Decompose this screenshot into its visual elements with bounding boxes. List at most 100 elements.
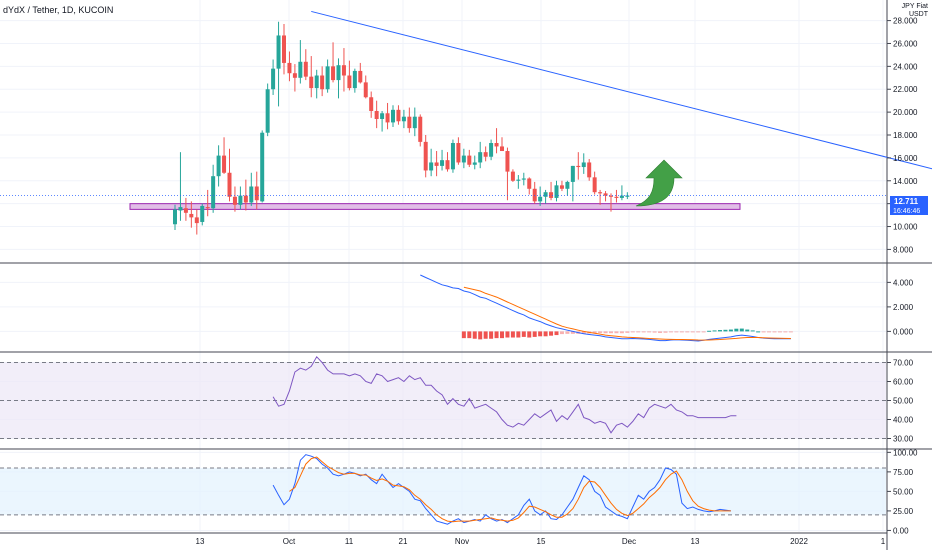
candle bbox=[325, 59, 330, 93]
macd-histogram-bar bbox=[532, 331, 537, 337]
candle bbox=[336, 58, 341, 99]
candle bbox=[222, 137, 227, 174]
macd-histogram-bar bbox=[658, 331, 663, 333]
macd-histogram-bar bbox=[609, 331, 613, 334]
candle-body bbox=[429, 162, 434, 171]
macd-histogram-bar bbox=[549, 331, 554, 336]
indicator-bands bbox=[0, 362, 886, 516]
y-tick-label: 22.000 bbox=[893, 85, 918, 94]
macd-histogram-bar bbox=[723, 329, 728, 332]
macd-histogram-bar bbox=[734, 328, 739, 332]
macd-histogram-bar bbox=[614, 331, 619, 334]
candle-body bbox=[440, 160, 445, 166]
stoch-d-line bbox=[289, 456, 731, 523]
candle-body bbox=[282, 35, 286, 63]
trendline[interactable] bbox=[0, 10, 932, 211]
candle bbox=[461, 148, 466, 169]
candle bbox=[521, 172, 526, 186]
candle-body bbox=[543, 192, 548, 197]
candle bbox=[216, 145, 221, 187]
y-tick-label: 50.00 bbox=[893, 397, 914, 406]
price-axes[interactable]: 8.00010.00012.00014.00016.00018.00020.00… bbox=[887, 17, 918, 536]
macd-histogram-bar bbox=[527, 331, 532, 338]
candle bbox=[347, 60, 352, 91]
candle bbox=[478, 141, 483, 169]
x-tick-label: 21 bbox=[399, 537, 408, 546]
candle-body bbox=[559, 185, 564, 189]
candle-body bbox=[625, 195, 630, 197]
candle bbox=[227, 148, 232, 202]
candle bbox=[467, 149, 472, 168]
macd-histogram-bar bbox=[559, 331, 564, 335]
candle bbox=[352, 68, 357, 93]
indicator-lines bbox=[272, 274, 793, 525]
macd-histogram-bar bbox=[647, 331, 652, 333]
candle-body bbox=[489, 143, 494, 157]
candle-body bbox=[222, 155, 227, 173]
candle bbox=[243, 179, 248, 211]
macd-histogram-bar bbox=[788, 331, 793, 333]
candle-body bbox=[183, 208, 188, 213]
macd-histogram-bar bbox=[728, 329, 733, 332]
candle-body bbox=[205, 207, 210, 209]
macd-histogram-bar bbox=[603, 331, 608, 334]
x-tick-label: 13 bbox=[691, 537, 700, 546]
candle-body bbox=[423, 141, 428, 171]
candle bbox=[341, 48, 346, 92]
macd-histogram-bar bbox=[516, 331, 521, 338]
support-zone[interactable] bbox=[129, 203, 741, 210]
candle bbox=[434, 151, 439, 177]
candle-body bbox=[369, 97, 374, 111]
candle bbox=[178, 152, 183, 221]
macd-histogram-bar bbox=[783, 331, 788, 333]
y-tick-label: 0.00 bbox=[893, 526, 909, 535]
candle bbox=[483, 146, 488, 162]
candle-body bbox=[325, 66, 330, 90]
candle bbox=[407, 107, 412, 133]
candle bbox=[271, 59, 276, 95]
macd-histogram-bar bbox=[696, 331, 701, 333]
x-tick-label: Nov bbox=[455, 537, 469, 546]
candle bbox=[194, 209, 199, 235]
time-axis[interactable]: 13 Oct 11 21 Nov 15 Dec 13 2022 1 bbox=[196, 537, 886, 546]
y-tick-label: 2.000 bbox=[893, 303, 914, 312]
y-tick-label: 10.000 bbox=[893, 223, 918, 232]
candle bbox=[489, 139, 494, 161]
candle bbox=[619, 185, 624, 201]
candle-body bbox=[216, 155, 221, 177]
x-tick-label: 2022 bbox=[790, 537, 808, 546]
candle-body bbox=[549, 192, 554, 198]
candle bbox=[581, 153, 586, 174]
currency-line-1: JPY Fiat bbox=[902, 3, 928, 10]
candle-body bbox=[320, 75, 325, 90]
y-tick-label: 100.00 bbox=[893, 448, 918, 457]
x-tick-label: 1 bbox=[881, 537, 886, 546]
candle-body bbox=[450, 143, 455, 170]
candle-body bbox=[516, 179, 521, 181]
candle-body bbox=[456, 143, 461, 163]
y-tick-label: 75.00 bbox=[893, 468, 914, 477]
candle-body bbox=[254, 186, 259, 201]
arrow-shape bbox=[635, 159, 683, 207]
candle bbox=[527, 177, 532, 195]
candle bbox=[401, 109, 406, 129]
candle-body bbox=[587, 162, 592, 178]
macd-histogram-bar bbox=[510, 331, 515, 338]
y-tick-label: 8.000 bbox=[893, 245, 914, 254]
x-tick-label: 13 bbox=[196, 537, 205, 546]
y-tick-label: 28.000 bbox=[893, 17, 918, 26]
candle bbox=[396, 105, 401, 125]
candle-body bbox=[173, 209, 177, 225]
candle-body bbox=[374, 110, 379, 119]
y-tick-label: 4.000 bbox=[893, 278, 914, 287]
macd-histogram-bar bbox=[592, 331, 597, 334]
candle bbox=[423, 135, 428, 178]
candle bbox=[565, 180, 570, 196]
candle-body bbox=[314, 75, 319, 89]
macd-histogram-bar bbox=[718, 330, 722, 332]
candle bbox=[494, 128, 499, 154]
candle-body bbox=[211, 176, 216, 209]
macd-histogram-bar bbox=[598, 331, 603, 333]
candle-body bbox=[391, 109, 395, 123]
